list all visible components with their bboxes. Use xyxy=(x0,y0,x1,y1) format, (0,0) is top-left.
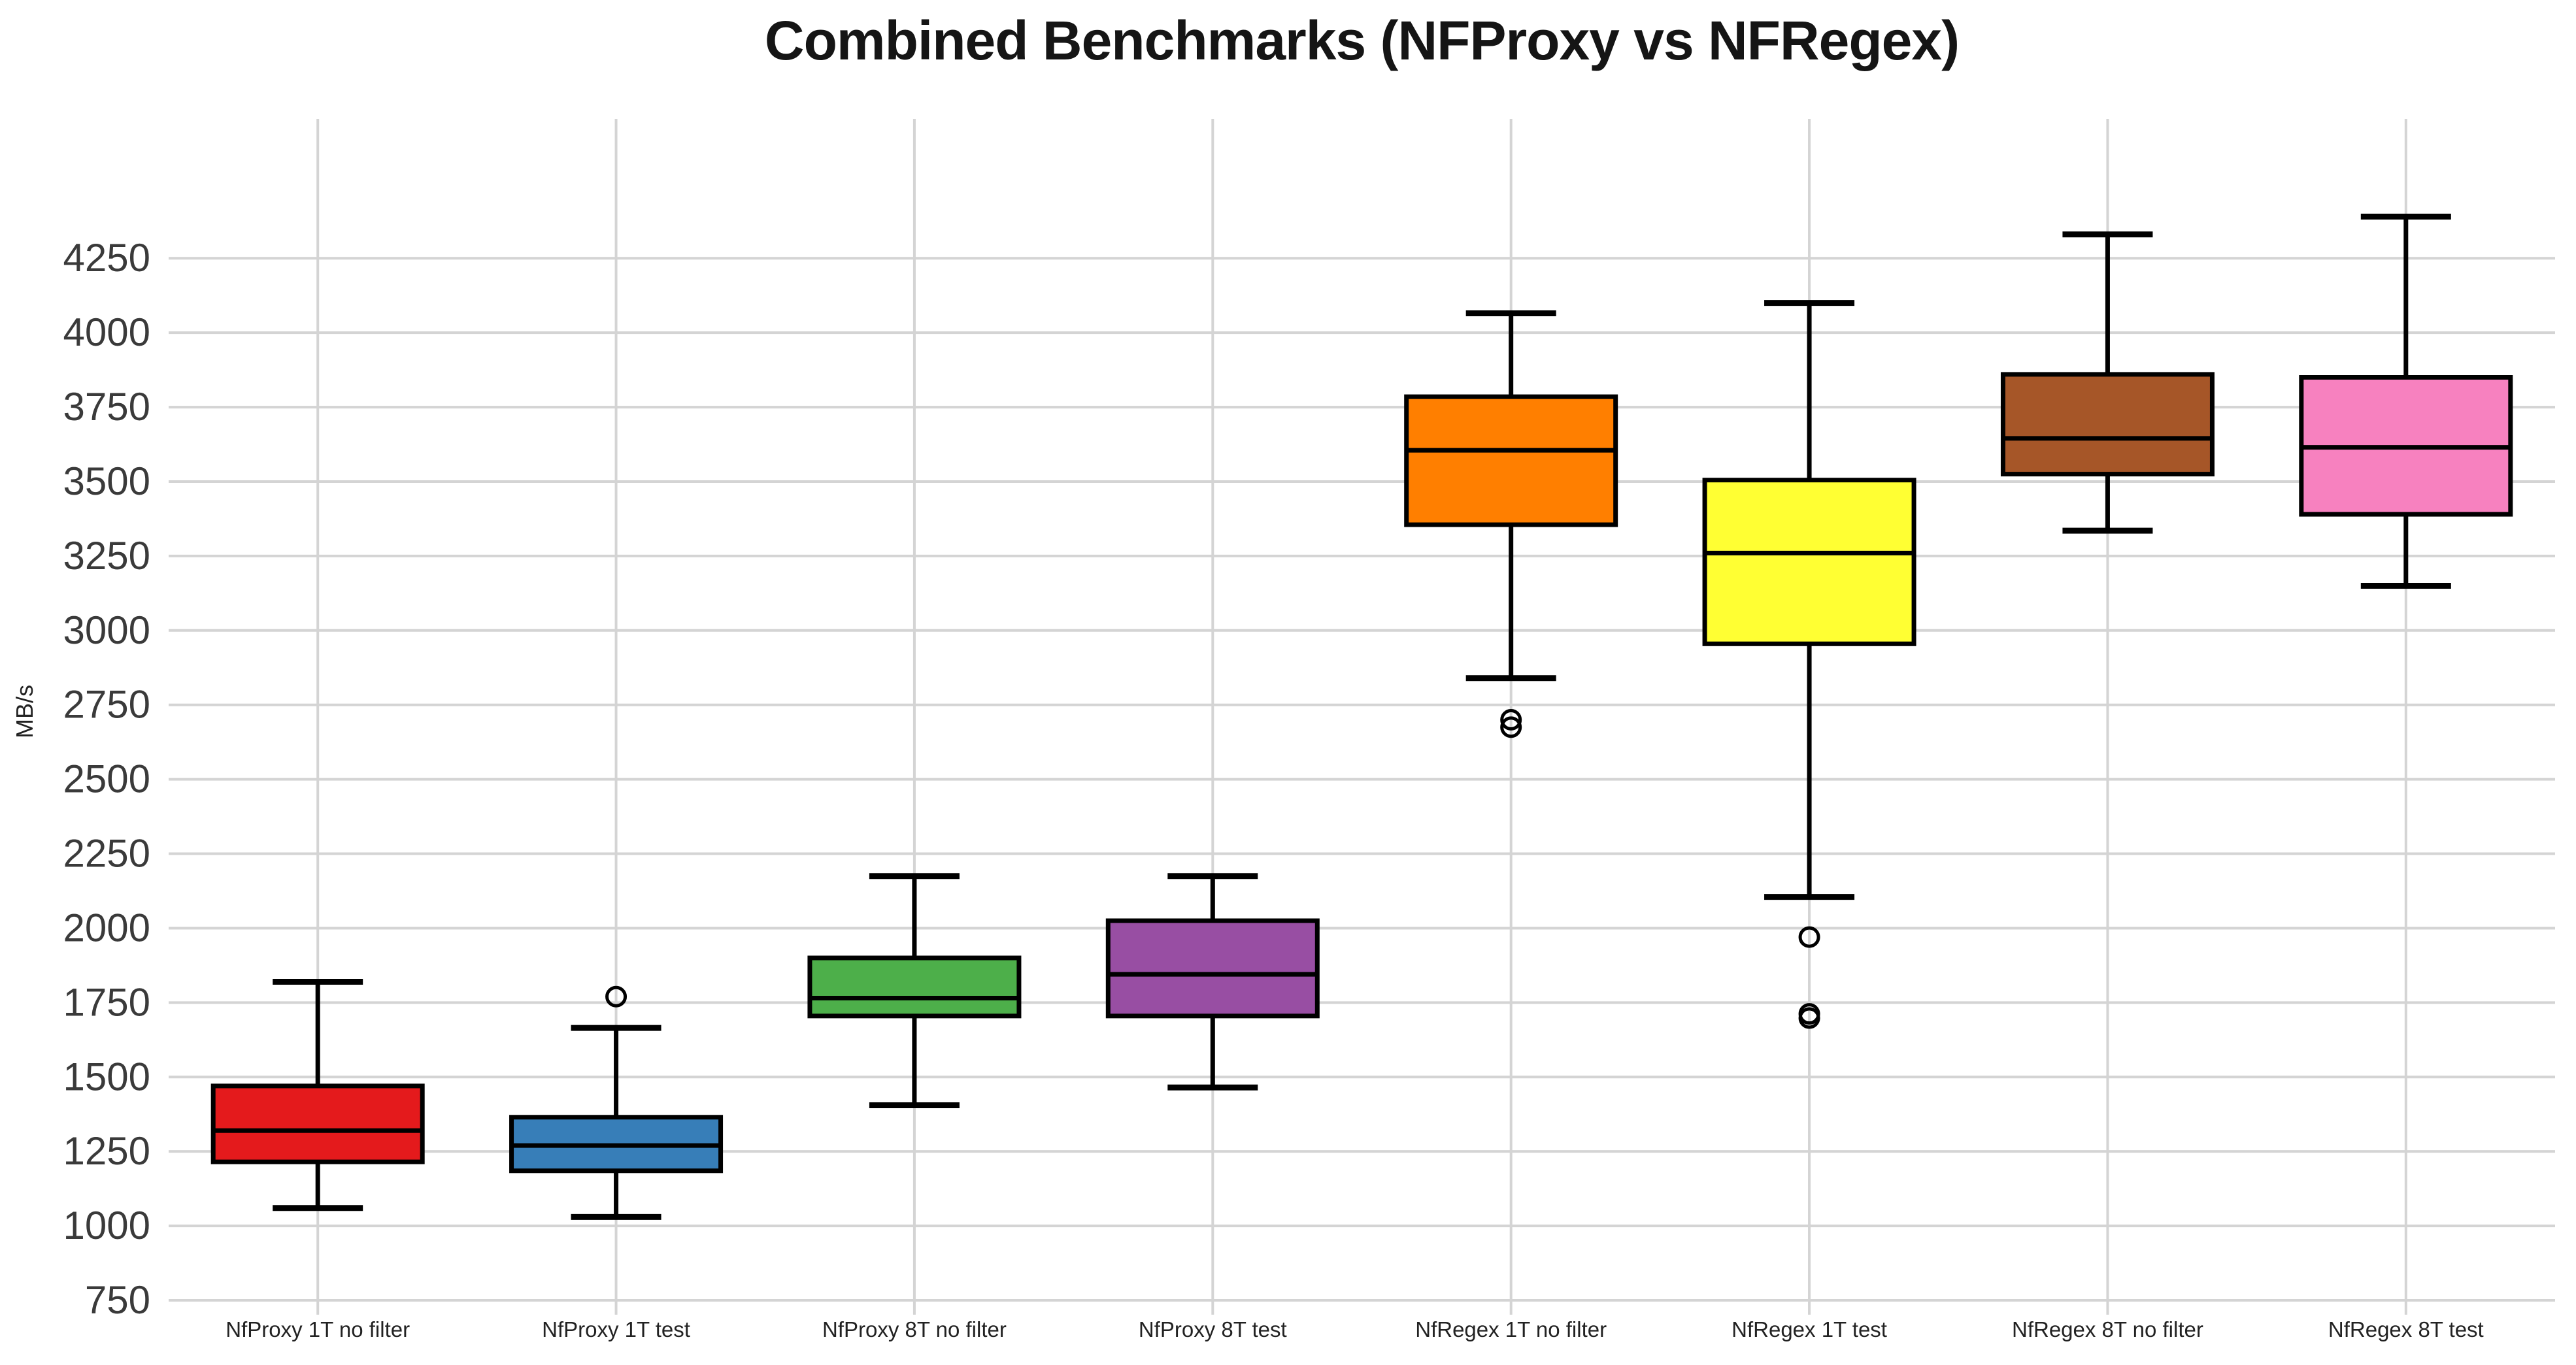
y-tick-label: 1500 xyxy=(63,1055,150,1098)
y-tick-label: 2750 xyxy=(63,683,150,727)
y-tick-label: 4000 xyxy=(63,310,150,354)
x-tick-label: NfRegex 1T test xyxy=(1731,1317,1887,1341)
y-tick-label: 3000 xyxy=(63,608,150,652)
x-tick-label: NfProxy 8T test xyxy=(1139,1317,1287,1341)
x-tick-label: NfRegex 8T no filter xyxy=(2012,1317,2203,1341)
y-tick-label: 750 xyxy=(85,1278,150,1322)
box xyxy=(1404,394,1618,527)
outlier-point xyxy=(1798,1007,1820,1029)
outlier-point xyxy=(1500,708,1522,731)
x-tick-label: NfProxy 1T no filter xyxy=(226,1317,410,1341)
box xyxy=(807,955,1022,1019)
x-tick-label: NfProxy 1T test xyxy=(542,1317,690,1341)
y-tick-label: 1250 xyxy=(63,1129,150,1173)
chart-title: Combined Benchmarks (NFProxy vs NFRegex) xyxy=(764,10,1960,71)
outlier-point xyxy=(1500,716,1522,738)
x-tick-label: NfProxy 8T no filter xyxy=(822,1317,1007,1341)
y-tick-label: 3750 xyxy=(63,385,150,429)
box xyxy=(1105,918,1320,1019)
box xyxy=(2000,372,2215,477)
y-tick-label: 3250 xyxy=(63,534,150,578)
y-tick-label: 2250 xyxy=(63,832,150,876)
x-tick-label: NfRegex 8T test xyxy=(2328,1317,2484,1341)
y-tick-label: 2000 xyxy=(63,906,150,949)
y-tick-label: 2500 xyxy=(63,757,150,801)
y-tick-label: 3500 xyxy=(63,459,150,503)
outlier-point xyxy=(1798,926,1820,948)
outlier-point xyxy=(605,985,627,1008)
y-tick-label: 1750 xyxy=(63,980,150,1024)
y-tick-label: 1000 xyxy=(63,1204,150,1247)
box xyxy=(210,1083,425,1164)
x-tick-label: NfRegex 1T no filter xyxy=(1415,1317,1607,1341)
y-tick-label: 4250 xyxy=(63,236,150,280)
box xyxy=(1702,478,1916,646)
